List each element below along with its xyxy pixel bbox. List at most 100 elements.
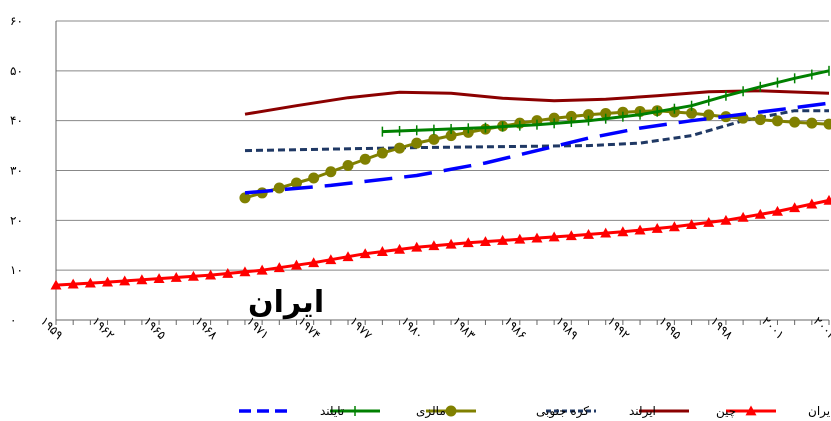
legend-entry: ایرلند (546, 404, 656, 419)
data-point (771, 115, 783, 127)
series-line (244, 101, 830, 195)
data-point (531, 232, 543, 243)
data-point (445, 238, 457, 249)
data-point (84, 277, 96, 288)
data-point (290, 259, 302, 270)
x-tick-label: ۱۹۸۶ (501, 314, 529, 342)
x-tick-label: ۱۹۵۹ (38, 314, 66, 342)
y-tick-label: ۳۰ (10, 164, 23, 178)
y-tick-label: ۴۰ (10, 114, 23, 128)
legend-entry: مالزی (330, 404, 446, 419)
x-tick-label: ۲۰۰۱ (759, 314, 787, 342)
legend-entry: ایران (726, 404, 831, 419)
data-point (342, 251, 354, 262)
data-point (239, 192, 251, 204)
data-point (119, 275, 131, 286)
data-point (153, 273, 165, 284)
data-point (720, 214, 732, 225)
series-layer (50, 65, 831, 290)
data-point (754, 114, 766, 126)
data-point (497, 234, 509, 245)
y-tick-label: ۰ (10, 313, 16, 327)
y-tick-label: ۲۰ (10, 213, 23, 227)
data-point (600, 227, 612, 238)
data-point (308, 257, 320, 268)
data-point (789, 116, 801, 128)
data-point (411, 241, 423, 252)
data-point (737, 211, 749, 222)
data-point (290, 177, 302, 189)
legend: ایران چین ایرلند کره جنوبی مالزی تایلند (239, 404, 831, 419)
data-point (359, 153, 371, 165)
x-tick-label: ۲۰۰۴ (811, 314, 831, 342)
data-point (67, 278, 79, 289)
data-point (325, 254, 337, 265)
data-point (703, 216, 715, 227)
data-point (445, 130, 457, 142)
data-point (668, 221, 680, 232)
data-point (806, 117, 818, 129)
data-point (823, 194, 831, 205)
data-point (376, 147, 388, 159)
data-point (600, 107, 612, 119)
data-point (583, 109, 595, 121)
data-point (583, 228, 595, 239)
x-tick-label: ۱۹۸۰ (398, 314, 426, 342)
data-point (394, 142, 406, 154)
y-tick-label: ۶۰ (10, 14, 23, 28)
data-point (308, 172, 320, 184)
annotation-label: ایران (248, 285, 324, 320)
data-point (239, 266, 251, 277)
legend-label: تایلند (320, 404, 344, 418)
data-point (325, 166, 337, 178)
series-0 (50, 194, 831, 290)
data-point (428, 240, 440, 251)
data-point (617, 226, 629, 237)
data-point (205, 269, 217, 280)
x-tick-label: ۱۹۷۷ (347, 314, 376, 343)
y-tick-label: ۵۰ (10, 64, 23, 78)
x-tick-label: ۱۹۶۵ (141, 314, 169, 342)
series-line (55, 198, 830, 287)
x-tick-label: ۱۹۹۵ (656, 314, 684, 342)
data-point (342, 160, 354, 172)
legend-marker (745, 405, 757, 416)
legend-entry: تایلند (239, 404, 344, 418)
series-5 (244, 101, 830, 195)
data-point (754, 208, 766, 219)
data-point (222, 267, 234, 278)
data-point (565, 230, 577, 241)
data-point (170, 271, 182, 282)
data-point (479, 236, 491, 246)
series-line (244, 89, 830, 116)
legend-label: مالزی (416, 404, 446, 419)
data-point (806, 198, 818, 209)
data-point (187, 270, 199, 281)
data-point (514, 233, 526, 244)
data-point (686, 107, 698, 119)
legend-label: ایرلند (629, 404, 656, 419)
data-point (50, 279, 62, 290)
x-tick-label: ۱۹۸۹ (553, 314, 581, 342)
data-point (136, 274, 148, 285)
series-1 (244, 89, 830, 116)
x-tick-label: ۱۹۶۸ (192, 314, 221, 343)
data-point (376, 246, 388, 256)
series-line (244, 109, 829, 153)
data-point (634, 224, 646, 235)
legend-marker (445, 405, 457, 417)
data-point (273, 262, 285, 273)
legend-entry: کره جنوبی (426, 404, 589, 419)
data-point (394, 243, 406, 254)
legend-entry: چین (639, 404, 736, 419)
x-tick-label: ۱۹۸۳ (450, 314, 479, 343)
data-point (428, 133, 440, 145)
data-point (548, 231, 560, 242)
legend-label: ایران (808, 404, 831, 419)
data-point (686, 219, 698, 230)
data-point (548, 112, 560, 124)
data-point (651, 222, 663, 233)
